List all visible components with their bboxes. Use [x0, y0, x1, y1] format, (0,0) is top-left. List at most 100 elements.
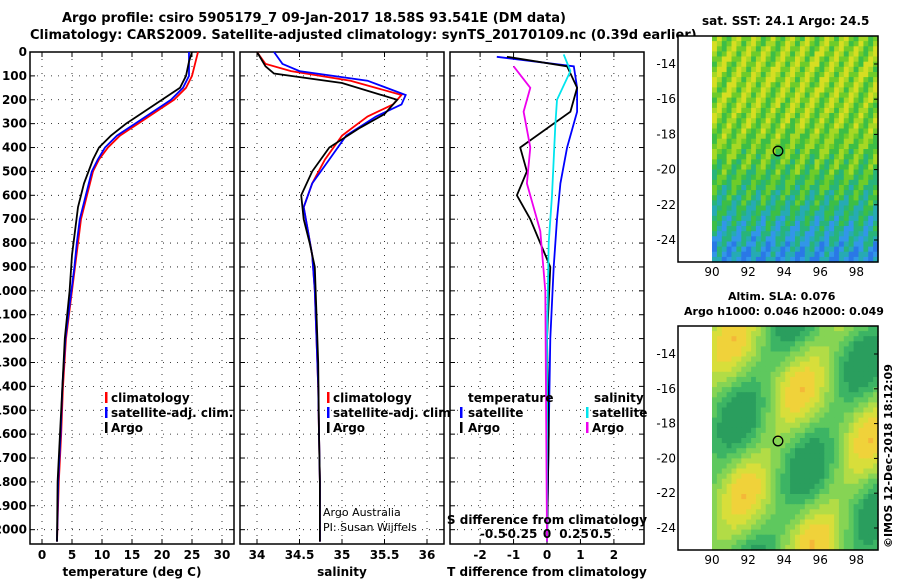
map-cell	[843, 154, 850, 160]
map-cell	[765, 539, 772, 546]
map-cell	[716, 231, 723, 237]
map-cell	[795, 361, 801, 368]
map-cell	[736, 72, 742, 78]
map-cell	[731, 61, 737, 68]
map-cell	[770, 200, 777, 207]
map-cell	[824, 77, 830, 83]
map-cell	[838, 241, 845, 248]
map-cell	[736, 143, 742, 150]
map-cell	[858, 478, 864, 485]
map-cell	[848, 387, 855, 393]
map-cell	[799, 453, 806, 459]
map-cell	[795, 371, 801, 378]
map-cell	[716, 463, 723, 470]
map-cell	[868, 407, 874, 414]
map-cell	[760, 529, 767, 536]
map-cell	[834, 87, 840, 94]
map-cell	[834, 392, 840, 398]
map-cell	[814, 138, 820, 145]
map-cell	[799, 179, 806, 186]
map-cell	[726, 519, 733, 526]
map-cell	[760, 473, 767, 480]
map-cell	[819, 432, 825, 439]
map-cell	[843, 61, 850, 68]
map-cell	[824, 118, 830, 124]
map-cell	[731, 463, 737, 470]
map-cell	[760, 341, 767, 347]
map-cell	[804, 143, 811, 150]
map-cell	[731, 185, 737, 191]
map-cell	[741, 231, 747, 237]
map-cell	[721, 82, 728, 88]
map-cell	[819, 351, 825, 358]
map-cell	[804, 226, 811, 232]
map-cell	[858, 169, 864, 176]
map-cell	[814, 519, 820, 526]
map-cell	[863, 478, 869, 485]
map-cell	[760, 382, 767, 388]
map-cell	[712, 519, 718, 526]
map-cell	[814, 361, 820, 368]
map-cell	[853, 458, 860, 465]
map-cell	[824, 488, 830, 495]
y-tick-label: 1300	[0, 355, 27, 369]
map-cell	[731, 36, 737, 42]
map-cell	[780, 468, 786, 475]
map-cell	[829, 128, 835, 135]
map-cell	[809, 453, 816, 459]
map-cell	[751, 336, 757, 342]
map-cell	[838, 123, 845, 129]
map-cell	[775, 159, 781, 165]
map-cell	[716, 443, 723, 449]
map-cell	[829, 473, 835, 480]
series-line-3	[546, 54, 572, 542]
map-cell	[726, 220, 733, 227]
map-cell	[829, 366, 835, 373]
map-cell	[790, 326, 796, 332]
map-cell	[838, 509, 845, 515]
map-cell	[819, 534, 825, 541]
map-cell	[819, 519, 825, 526]
map-cell	[868, 143, 874, 150]
map-cell	[795, 41, 801, 47]
map-cell	[809, 102, 816, 109]
map-cell	[721, 427, 728, 434]
map-cell	[858, 544, 864, 551]
map-cell	[814, 488, 820, 495]
map-cell	[853, 179, 860, 186]
map-cell	[795, 427, 801, 434]
map-cell	[755, 422, 762, 429]
map-cell	[765, 149, 772, 155]
map-cell	[814, 56, 820, 63]
map-cell	[760, 376, 767, 383]
map-cell	[746, 159, 752, 165]
map-cell	[760, 346, 767, 353]
map-cell	[799, 113, 806, 119]
map-cell	[712, 87, 718, 94]
map-cell	[873, 231, 879, 237]
lon-tick-label: 90	[704, 553, 719, 567]
map-cell	[814, 326, 820, 332]
map-cell	[780, 143, 786, 150]
map-cell	[736, 331, 742, 337]
map-cell	[760, 220, 767, 227]
map-cell	[863, 356, 869, 363]
map-cell	[712, 483, 718, 490]
map-cell	[746, 113, 752, 119]
map-cell	[858, 51, 864, 58]
map-cell	[795, 402, 801, 409]
map-cell	[848, 251, 855, 258]
map-cell	[804, 107, 811, 114]
map-cell	[780, 382, 786, 388]
map-cell	[741, 473, 747, 480]
map-cell	[716, 422, 723, 429]
map-cell	[819, 251, 825, 258]
map-cell	[829, 376, 835, 383]
map-cell	[863, 382, 869, 388]
map-cell	[736, 468, 742, 475]
map-cell	[765, 154, 772, 160]
map-cell	[819, 422, 825, 429]
map-cell	[824, 453, 830, 459]
map-cell	[775, 361, 781, 368]
map-cell	[843, 331, 850, 337]
